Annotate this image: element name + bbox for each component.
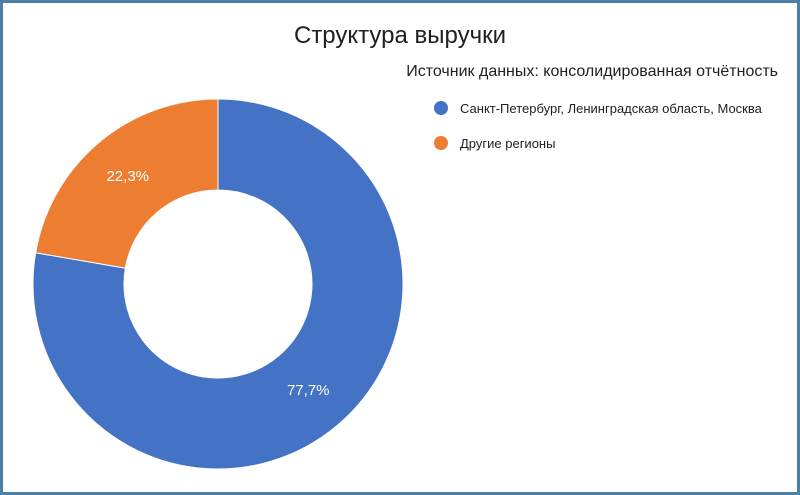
data-label-spb-lo-moscow: 77,7% xyxy=(287,382,330,399)
legend-swatch-spb-lo-moscow xyxy=(434,101,448,115)
donut-slice-spb-lo-moscow[interactable] xyxy=(32,98,404,470)
chart-legend: Санкт-Петербург, Ленинградская область, … xyxy=(434,98,762,168)
legend-item-spb-lo-moscow[interactable]: Санкт-Петербург, Ленинградская область, … xyxy=(434,98,762,118)
legend-item-other-regions[interactable]: Другие регионы xyxy=(434,133,762,153)
data-label-other-regions: 22,3% xyxy=(106,168,149,185)
legend-label-other-regions: Другие регионы xyxy=(460,135,556,151)
chart-subtitle: Источник данных: консолидированная отчёт… xyxy=(406,63,778,80)
donut-slice-other-regions[interactable] xyxy=(35,98,219,269)
chart-title: Структура выручки xyxy=(293,22,506,49)
legend-label-spb-lo-moscow: Санкт-Петербург, Ленинградская область, … xyxy=(460,100,762,116)
legend-swatch-other-regions xyxy=(434,136,448,150)
